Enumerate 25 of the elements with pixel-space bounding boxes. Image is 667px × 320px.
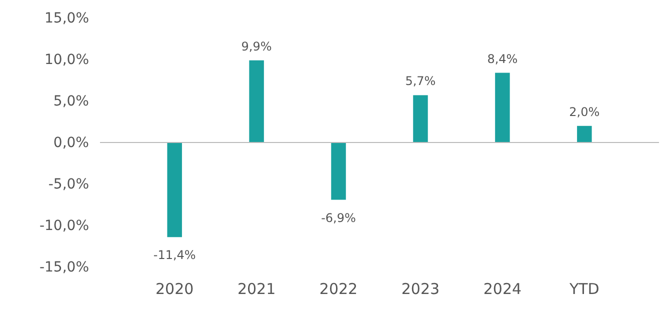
data-label: 2,0% bbox=[569, 104, 600, 119]
bar bbox=[495, 72, 510, 142]
data-label: -11,4% bbox=[153, 248, 196, 262]
y-tick-label: 5,0% bbox=[53, 93, 89, 110]
x-tick-label: YTD bbox=[568, 280, 600, 298]
y-tick-label: -15,0% bbox=[39, 259, 89, 276]
y-tick-label: 10,0% bbox=[44, 52, 89, 68]
x-tick-label: 2024 bbox=[483, 280, 522, 298]
y-tick-label: -5,0% bbox=[48, 176, 89, 192]
data-label: 8,4% bbox=[487, 52, 518, 66]
bar bbox=[331, 142, 346, 200]
bar bbox=[577, 126, 592, 142]
data-label: -6,9% bbox=[321, 210, 356, 225]
data-label: 9,9% bbox=[241, 39, 272, 54]
bar bbox=[413, 95, 428, 142]
bar bbox=[167, 142, 182, 238]
x-tick-label: 2022 bbox=[319, 280, 358, 298]
x-tick-label: 2021 bbox=[237, 280, 276, 298]
bar bbox=[249, 60, 264, 142]
data-label: 5,7% bbox=[405, 74, 436, 88]
x-tick-label: 2020 bbox=[155, 280, 194, 298]
y-tick-label: 15,0% bbox=[44, 10, 89, 26]
y-tick-label: 0,0% bbox=[53, 134, 89, 151]
y-tick-label: -10,0% bbox=[39, 218, 89, 234]
x-tick-label: 2023 bbox=[401, 280, 440, 298]
